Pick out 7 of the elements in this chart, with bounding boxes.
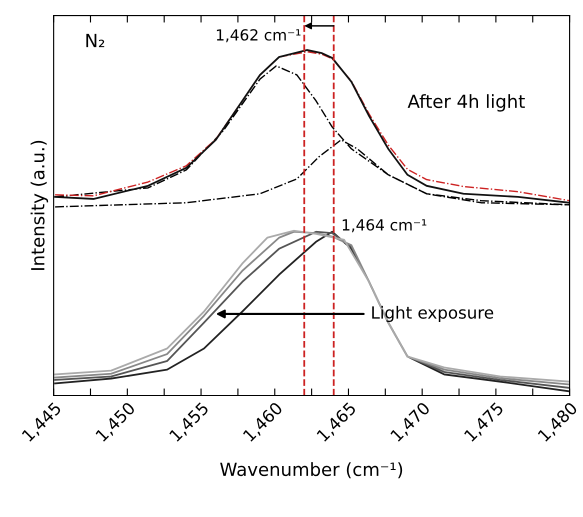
ref-line-label: 1,464 cm⁻¹ <box>342 219 426 232</box>
ref-line-label: 1,462 cm⁻¹ <box>216 29 300 42</box>
text: N₂ <box>86 34 104 48</box>
y-axis-title: Intensity (a.u.) <box>30 140 48 270</box>
annotation: After 4h light <box>408 94 525 112</box>
x-axis-title: Wavenumber (cm⁻¹) <box>220 462 402 478</box>
annotation: Light exposure <box>372 306 494 322</box>
